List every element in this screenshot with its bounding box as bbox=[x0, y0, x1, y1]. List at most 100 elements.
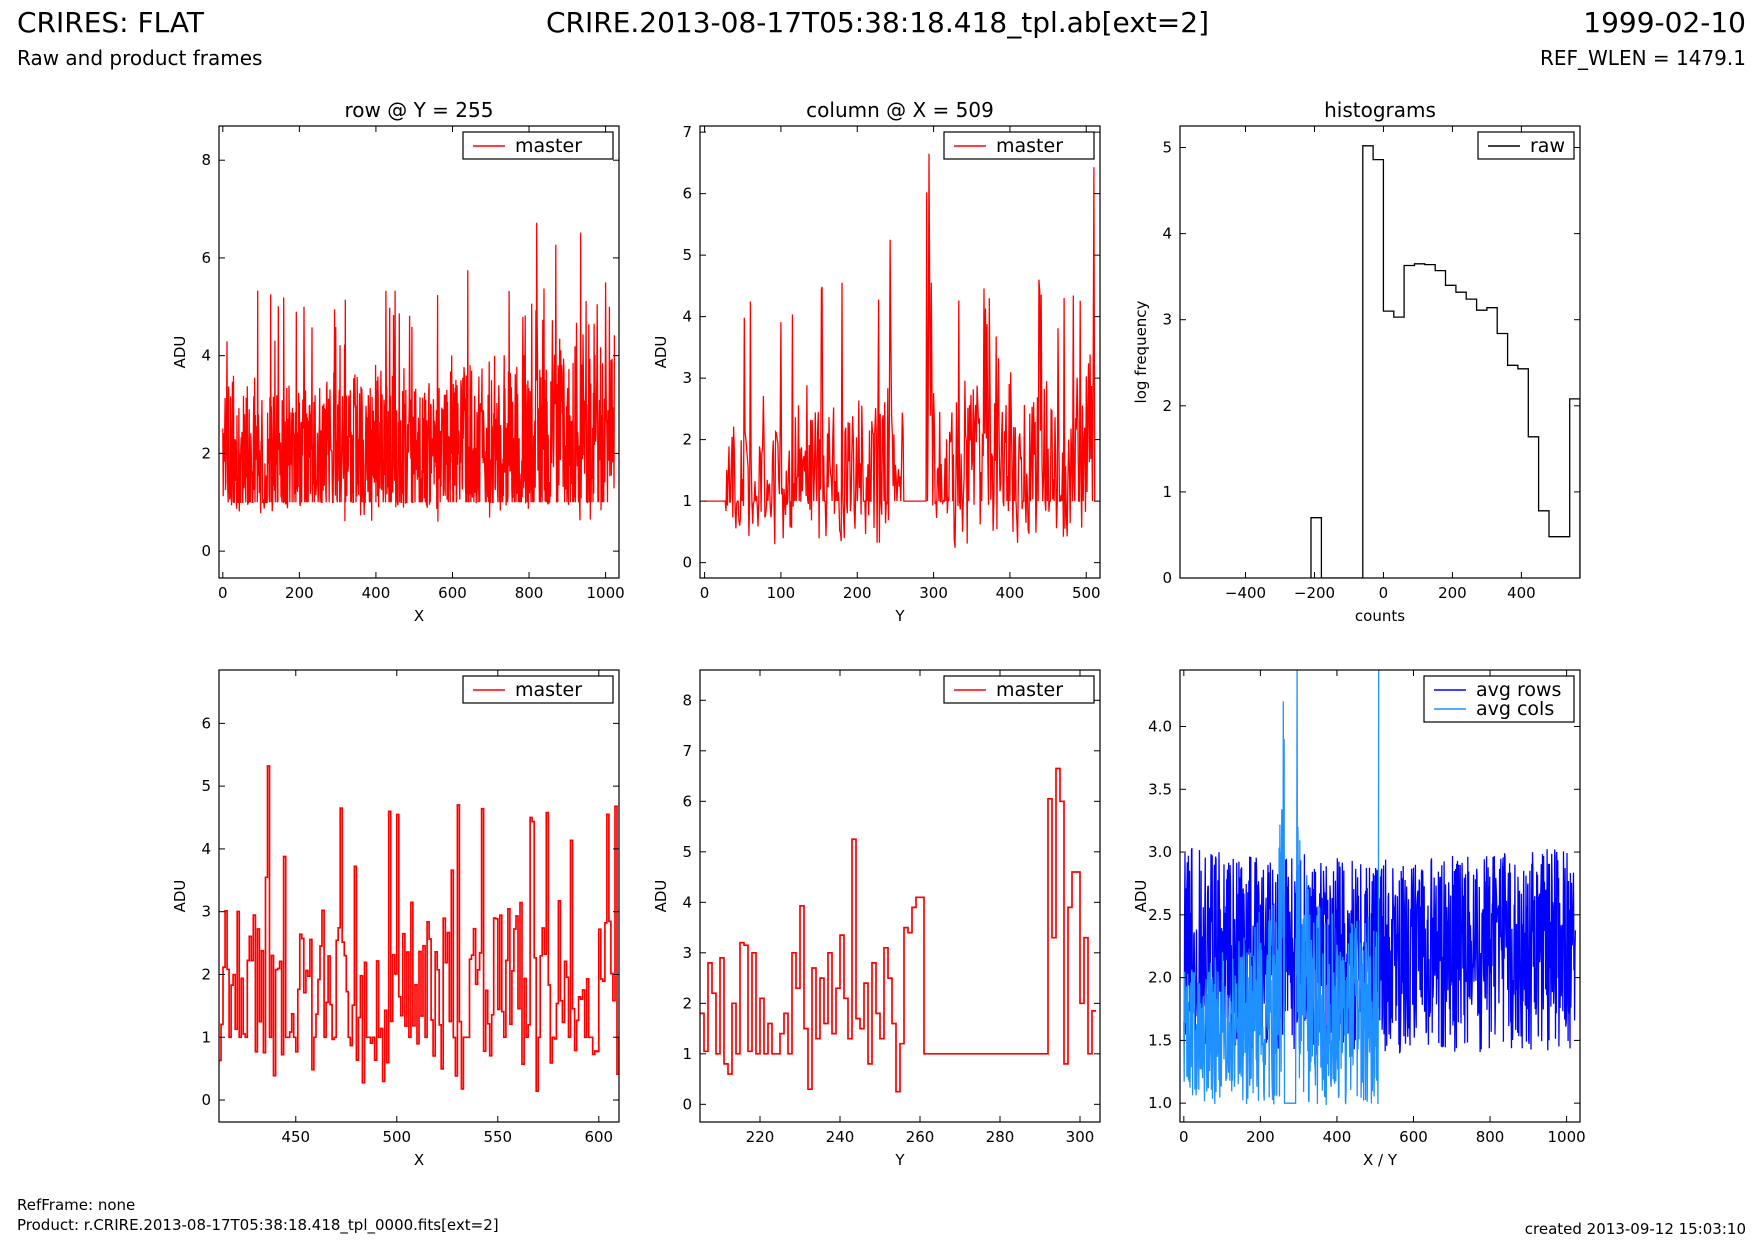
legend-entry: raw bbox=[1530, 135, 1565, 157]
ref-wlen-label: REF_WLEN = 1479.1 bbox=[1539, 46, 1746, 70]
page-title: CRIRES: FLAT bbox=[17, 6, 204, 39]
y-tick-label: 1 bbox=[1162, 483, 1172, 501]
x-tick-label: 260 bbox=[906, 1128, 935, 1146]
x-tick-label: 550 bbox=[483, 1128, 512, 1146]
x-tick-label: 300 bbox=[1066, 1128, 1095, 1146]
x-axis-label: counts bbox=[1355, 607, 1405, 625]
x-axis-label: X bbox=[414, 607, 424, 625]
y-tick-label: 6 bbox=[682, 185, 692, 203]
x-tick-label: 400 bbox=[362, 584, 391, 602]
y-tick-label: 4 bbox=[201, 347, 211, 365]
y-tick-label: 5 bbox=[682, 843, 692, 861]
subplot-title: histograms bbox=[1324, 98, 1436, 122]
x-tick-label: 1000 bbox=[587, 584, 625, 602]
x-tick-label: 600 bbox=[438, 584, 467, 602]
page-subtitle: Raw and product frames bbox=[17, 46, 263, 70]
x-tick-label: 300 bbox=[919, 584, 948, 602]
y-tick-label: 0 bbox=[682, 554, 692, 572]
x-tick-label: −400 bbox=[1225, 584, 1266, 602]
x-tick-label: 500 bbox=[1072, 584, 1101, 602]
plot-frame bbox=[699, 125, 1101, 579]
y-tick-label: 7 bbox=[682, 123, 692, 141]
legend-box bbox=[1423, 675, 1575, 723]
plot-area bbox=[704, 153, 1096, 548]
x-axis-label: Y bbox=[894, 607, 905, 625]
plot-area bbox=[219, 765, 619, 1092]
x-tick-label: 280 bbox=[986, 1128, 1015, 1146]
plot-frame bbox=[218, 669, 620, 1123]
y-tick-label: 4 bbox=[1162, 225, 1172, 243]
y-tick-label: 5 bbox=[682, 246, 692, 264]
y-tick-label: 1.0 bbox=[1148, 1094, 1172, 1112]
y-tick-label: 0 bbox=[682, 1095, 692, 1113]
subplot-1: 0 200 400 600 800 1000 0 2 4 6 8 X ADU row @ Y = 255 m… bbox=[171, 98, 625, 625]
subplot-2: 0 100 200 300 400 500 0 1 2 3 4 5 6 7 Y ADU column @ X =… bbox=[652, 98, 1101, 625]
y-tick-label: 6 bbox=[201, 249, 211, 267]
y-tick-label: 5 bbox=[1162, 139, 1172, 157]
legend-entry: master bbox=[996, 135, 1063, 157]
plot-area bbox=[1310, 145, 1580, 578]
x-tick-label: 100 bbox=[767, 584, 796, 602]
legend-entry: master bbox=[996, 679, 1063, 701]
legend-entry: avg rows bbox=[1476, 679, 1561, 701]
y-axis-label: ADU bbox=[652, 336, 670, 369]
y-tick-label: 3 bbox=[1162, 311, 1172, 329]
series-master bbox=[704, 153, 1096, 548]
y-axis-label: ADU bbox=[171, 336, 189, 369]
x-tick-label: 800 bbox=[515, 584, 544, 602]
x-tick-label: 0 bbox=[218, 584, 228, 602]
y-tick-label: 2 bbox=[201, 444, 211, 462]
legend-entry: master bbox=[515, 135, 582, 157]
ref-frame-label: RefFrame: none bbox=[17, 1196, 136, 1214]
x-tick-label: 400 bbox=[1507, 584, 1536, 602]
series-master bbox=[222, 222, 616, 522]
y-tick-label: 4 bbox=[682, 308, 692, 326]
subplot-4: 450 500 550 600 0 1 2 3 4 5 6 X ADU master bbox=[171, 669, 620, 1169]
y-tick-label: 3.5 bbox=[1148, 780, 1172, 798]
y-tick-label: 1 bbox=[682, 1045, 692, 1063]
y-tick-label: 8 bbox=[682, 691, 692, 709]
x-axis-label: X / Y bbox=[1363, 1151, 1398, 1169]
y-tick-label: 4 bbox=[201, 840, 211, 858]
y-tick-label: 8 bbox=[201, 151, 211, 169]
x-tick-label: 200 bbox=[843, 584, 872, 602]
x-tick-label: 1000 bbox=[1548, 1128, 1586, 1146]
y-axis-label: ADU bbox=[171, 880, 189, 913]
y-tick-label: 2 bbox=[201, 965, 211, 983]
date-label: 1999-02-10 bbox=[1583, 6, 1746, 39]
x-tick-label: 200 bbox=[285, 584, 314, 602]
y-tick-label: 2.5 bbox=[1148, 906, 1172, 924]
subplot-3: −400 −200 0 200 400 0 1 2 3 4 5 counts log frequency… bbox=[1132, 98, 1581, 625]
plot-frame bbox=[699, 669, 1101, 1123]
x-tick-label: 0 bbox=[700, 584, 710, 602]
series-avg-cols bbox=[1183, 670, 1380, 1106]
x-tick-label: 600 bbox=[1399, 1128, 1428, 1146]
y-tick-label: 2.0 bbox=[1148, 969, 1172, 987]
legend: master bbox=[462, 675, 614, 704]
legend-entry: avg cols bbox=[1476, 698, 1554, 720]
y-tick-label: 4 bbox=[682, 893, 692, 911]
created-label: created 2013-09-12 15:03:10 bbox=[1524, 1220, 1746, 1238]
y-tick-label: 0 bbox=[201, 542, 211, 560]
subplot-6: 0 200 400 600 800 1000 1.0 1.5 2.0 2.5 3.0 3.5 4.0 X … bbox=[1132, 669, 1586, 1169]
product-label: Product: r.CRIRE.2013-08-17T05:38:18.418… bbox=[17, 1216, 499, 1234]
x-tick-label: 800 bbox=[1476, 1128, 1505, 1146]
y-tick-label: 6 bbox=[201, 714, 211, 732]
y-tick-label: 6 bbox=[682, 792, 692, 810]
x-tick-label: 0 bbox=[1379, 584, 1389, 602]
plot-frame bbox=[218, 125, 620, 579]
x-tick-label: 450 bbox=[281, 1128, 310, 1146]
legend: master bbox=[462, 131, 614, 160]
y-axis-label: ADU bbox=[1132, 880, 1150, 913]
x-tick-label: 200 bbox=[1246, 1128, 1275, 1146]
y-tick-label: 2 bbox=[682, 431, 692, 449]
y-tick-label: 4.0 bbox=[1148, 718, 1172, 736]
y-tick-label: 3 bbox=[201, 903, 211, 921]
x-tick-label: 0 bbox=[1179, 1128, 1189, 1146]
legend: master bbox=[943, 131, 1095, 160]
series-master bbox=[219, 765, 619, 1092]
x-tick-label: 240 bbox=[826, 1128, 855, 1146]
legend: master bbox=[943, 675, 1095, 704]
y-tick-label: 1.5 bbox=[1148, 1031, 1172, 1049]
